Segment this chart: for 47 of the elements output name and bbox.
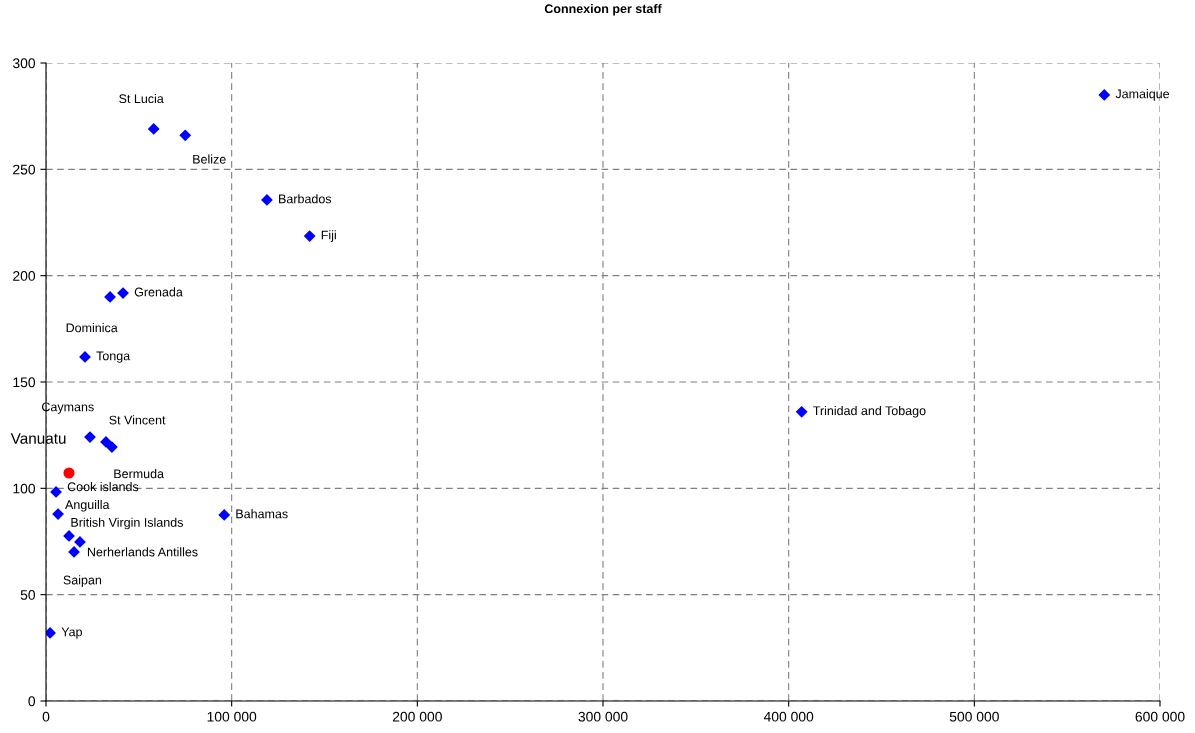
point — [52, 508, 64, 520]
annotation: Grenada — [134, 287, 183, 297]
point — [79, 351, 91, 363]
point — [63, 467, 75, 479]
annotation: Nerherlands Antilles — [87, 547, 198, 557]
point — [46, 627, 56, 639]
annotation: Tonga — [96, 351, 131, 363]
point — [304, 230, 316, 242]
y-tick-label: 300 — [12, 58, 36, 69]
annotation: Saipan — [63, 575, 102, 587]
annotation: Trinidad and Tobago — [813, 405, 926, 418]
annotation: Bahamas — [236, 509, 288, 519]
y-tick-label: 150 — [13, 377, 36, 388]
annotation: Cook islands — [67, 481, 139, 492]
point — [106, 441, 118, 453]
point — [68, 546, 80, 558]
y-tick-label: 250 — [13, 164, 36, 175]
x-tick-label: 0 — [42, 711, 50, 722]
y-tick-label: 0 — [28, 696, 36, 707]
x-tick-label: 300 000 — [578, 711, 628, 722]
point — [179, 129, 191, 141]
x-tick-label: 600 000 — [1135, 711, 1185, 722]
point — [1098, 89, 1110, 101]
annotation: Dominica — [66, 323, 118, 333]
x-tick-label: 500 000 — [949, 711, 999, 722]
y-tick-label: 50 — [20, 590, 36, 600]
annotation: St Vincent — [109, 415, 166, 425]
y-tick-label: 200 — [13, 271, 36, 281]
chart-title: Connexion per staff — [544, 3, 662, 16]
x-tick-label: 200 000 — [392, 711, 442, 722]
annotation: British Virgin Islands — [71, 517, 183, 530]
x-tick-label: 400 000 — [763, 711, 814, 722]
point — [796, 406, 808, 418]
annotation: Yap — [61, 627, 82, 639]
point — [117, 287, 129, 299]
annotation: Anguilla — [65, 499, 110, 512]
point — [218, 509, 230, 521]
annotation: Belize — [193, 154, 226, 164]
x-tick-label: 100 000 — [207, 711, 257, 722]
annotation: St Lucia — [119, 93, 164, 104]
annotation: Fiji — [321, 230, 336, 242]
annotation: Barbados — [279, 194, 332, 204]
annotation: Bermuda — [114, 469, 165, 479]
annotation: Jamaique — [1115, 89, 1170, 101]
point — [104, 291, 116, 303]
y-tick-label: 100 — [13, 483, 36, 494]
point — [148, 123, 160, 135]
